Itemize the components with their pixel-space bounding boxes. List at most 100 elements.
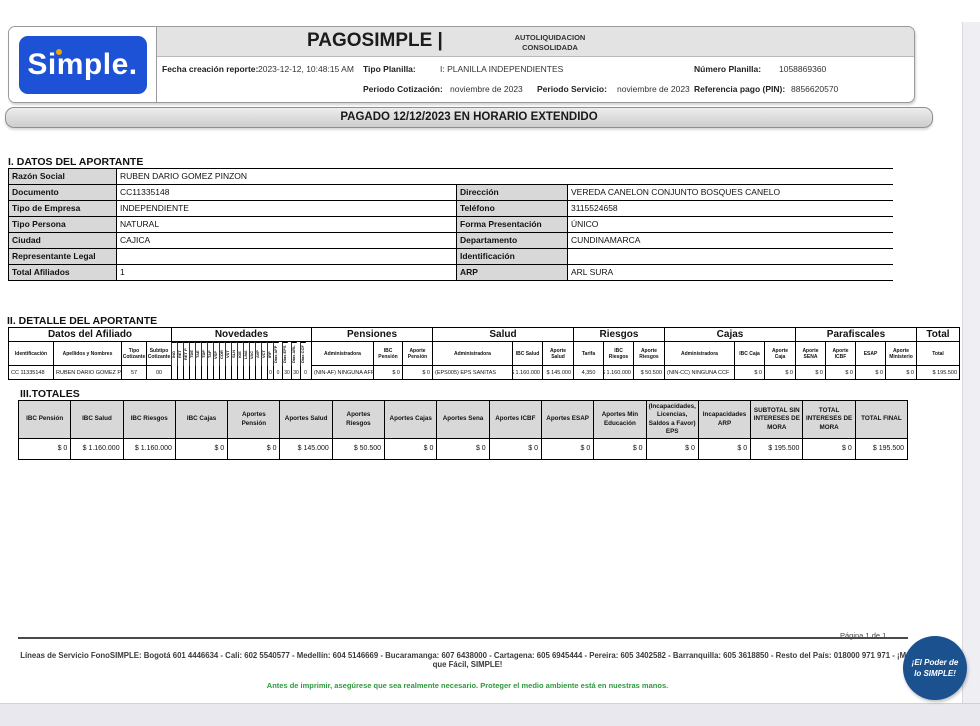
table-column: Tipo Cotizante 57 [122, 342, 147, 379]
total-column: IBC Riesgos $ 1.160.000 [123, 401, 176, 459]
fecha-creacion-label: Fecha creación reporte: [162, 64, 259, 74]
periodo-cotizacion-label: Periodo Cotización: [363, 84, 443, 94]
novedad-column: IRP 0 [268, 342, 274, 379]
novedad-column: RET [178, 342, 184, 379]
section1-title: I. DATOS DEL APORTANTE [8, 156, 144, 168]
novedad-column: VSP [214, 342, 220, 379]
numero-planilla-value: 1058869360 [779, 64, 827, 74]
total-column: IBC Cajas $ 0 [175, 401, 229, 459]
total-column: (Incapacidades, Licencias, Saldos a Favo… [646, 401, 699, 459]
page-right-gutter [962, 22, 980, 703]
novedad-column: Días EPS 30 [283, 342, 292, 379]
razon-social-label: Razón Social [9, 169, 116, 184]
total-column: TOTAL FINAL $ 195.500 [855, 401, 908, 459]
footer-divider [18, 637, 908, 639]
field-label: Departamento [457, 233, 567, 248]
novedad-column: RET P [184, 342, 190, 379]
referencia-pago-value: 8856620570 [791, 84, 839, 94]
total-column: TOTAL INTERESES DE MORA $ 0 [803, 401, 856, 459]
detalle-table: Datos del Afiliado Identificación CC 1133… [8, 327, 960, 380]
table-column: Administradora (NIN-CC) NINGUNA CCF [665, 342, 735, 379]
field-value: 1 [117, 265, 456, 280]
field-label: Tipo Persona [9, 217, 116, 232]
field-label: Teléfono [457, 201, 567, 216]
field-label: Ciudad [9, 233, 116, 248]
field-label: Representante Legal [9, 249, 116, 264]
field-value: CAJICA [117, 233, 456, 248]
total-column: Aportes Sena $ 0 [437, 401, 490, 459]
table-column: Tarifa 4,350 [574, 342, 604, 379]
novedad-column: Días AFP 0 [274, 342, 283, 379]
fecha-creacion-value: 2023-12-12, 10:48:15 AM [258, 64, 354, 74]
total-column: Aportes Riesgos $ 50.500 [332, 401, 386, 459]
datos-afiliado-group: Datos del Afiliado Identificación CC 1133… [9, 328, 172, 379]
table-column: Aporte Salud $ 145.000 [543, 342, 573, 379]
pensiones-group: Pensiones Administradora (NIN-AF) NINGUNA… [312, 328, 433, 379]
table-column: Aporte Pensión $ 0 [403, 342, 432, 379]
report-header: Simple. PAGOSIMPLE | AUTOLIQUIDACION CON… [8, 26, 915, 103]
header-fields: Fecha creación reporte: 2023-12-12, 10:4… [157, 57, 914, 102]
simple-logo: Simple. [18, 35, 147, 94]
novedad-column: LMA [244, 342, 250, 379]
novedad-column: TAE [196, 342, 202, 379]
field-value: ÚNICO [568, 217, 895, 232]
field-value: VEREDA CANELON CONJUNTO BOSQUES CANELO [568, 185, 895, 200]
table-column: Identificación CC 11335148 [9, 342, 54, 379]
report-title: PAGOSIMPLE | [307, 30, 443, 51]
table-column: IBC Riesgos $ 1.160.000 [604, 342, 634, 379]
field-label: Tipo de Empresa [9, 201, 116, 216]
aportante-table: Razón Social RUBEN DARIO GOMEZ PINZON Do… [8, 168, 895, 281]
table-column: Subtipo Cotizante 00 [147, 342, 171, 379]
total-column: Aportes Min Educación $ 0 [594, 401, 647, 459]
table-column: IBC Salud $ 1.160.000 [513, 342, 543, 379]
novedad-column: VCT [262, 342, 268, 379]
total-group: Total Total $ 195.500 [917, 328, 959, 379]
field-label: Dirección [457, 185, 567, 200]
field-label: Forma Presentación [457, 217, 567, 232]
table-column: Administradora (EPS005) EPS SANITAS [433, 342, 513, 379]
report-subtitle: AUTOLIQUIDACION CONSOLIDADA [514, 33, 586, 53]
novedad-column: ING [172, 342, 178, 379]
novedad-column: SLN [232, 342, 238, 379]
section3-title: III.TOTALES [20, 388, 80, 400]
novedad-column: COR [220, 342, 226, 379]
field-value: ARL SURA [568, 265, 895, 280]
field-value: NATURAL [117, 217, 456, 232]
logo-i-dot-icon [55, 48, 62, 55]
numero-planilla-label: Número Planilla: [694, 64, 762, 74]
field-label: Identificación [457, 249, 567, 264]
total-column: Aportes Salud $ 145.000 [280, 401, 333, 459]
periodo-servicio-label: Periodo Servicio: [537, 84, 607, 94]
status-banner: PAGADO 12/12/2023 EN HORARIO EXTENDIDO [5, 107, 933, 128]
parafiscales-group: Parafiscales Aporte SENA $ 0 Aporte ICBF $ … [796, 328, 917, 379]
totales-table: IBC Pensión $ 0 IBC Salud $ 1.160.000 IB… [18, 400, 908, 460]
footer-service-lines: Líneas de Servicio FonoSIMPLE: Bogotá 60… [20, 651, 915, 669]
header-title-strip: PAGOSIMPLE | AUTOLIQUIDACION CONSOLIDADA [157, 27, 914, 57]
field-value: INDEPENDIENTE [117, 201, 456, 216]
field-value [568, 249, 895, 264]
novedad-column: IGE [238, 342, 244, 379]
total-column: IBC Pensión $ 0 [19, 401, 72, 459]
tipo-planilla-value: I: PLANILLA INDEPENDIENTES [440, 64, 564, 74]
table-column: IBC Pensión $ 0 [374, 342, 403, 379]
total-column: Aportes ESAP $ 0 [541, 401, 595, 459]
novedad-column: TAP [208, 342, 214, 379]
field-value: 3115524658 [568, 201, 895, 216]
table-column: Total $ 195.500 [917, 342, 959, 379]
field-value [117, 249, 456, 264]
table-column: Administradora (NIN-AF) NINGUNA AFP [312, 342, 374, 379]
total-column: Aportes Cajas $ 0 [385, 401, 438, 459]
table-column: Aporte Riesgos $ 50.500 [634, 342, 664, 379]
page-number: Página 1 de 1 [840, 631, 887, 640]
table-column: IBC Caja $ 0 [735, 342, 765, 379]
page-bottom-gutter [0, 703, 980, 726]
field-value: CC11335148 [117, 185, 456, 200]
field-label: ARP [457, 265, 567, 280]
table-column: Aporte Ministerio $ 0 [886, 342, 916, 379]
logo-cell: Simple. [9, 27, 157, 102]
riesgos-group: Riesgos Tarifa 4,350 IBC Riesgos $ 1.160.00… [574, 328, 665, 379]
novedad-column: AVP [256, 342, 262, 379]
novedad-column: Días ARL 30 [292, 342, 301, 379]
table-column: Aporte Caja $ 0 [765, 342, 795, 379]
